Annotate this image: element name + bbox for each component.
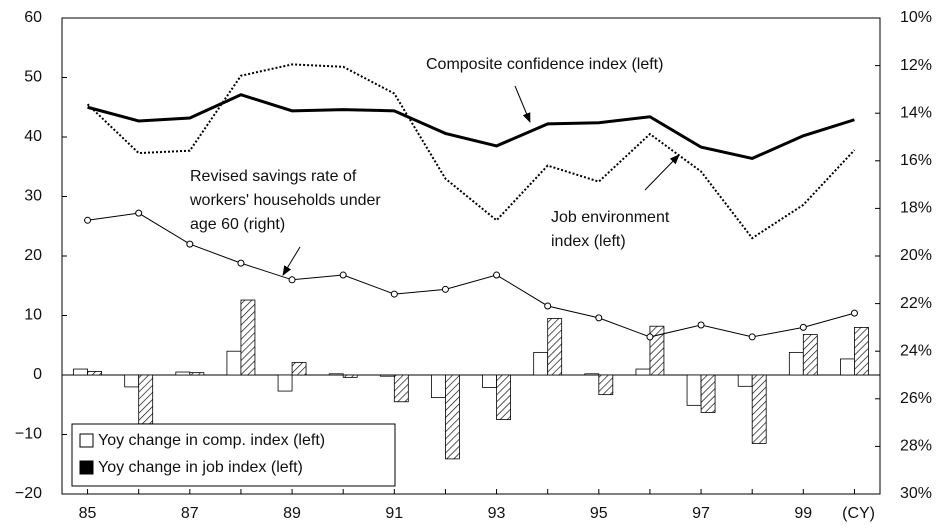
bar — [802, 334, 818, 376]
legend-label: Yoy change in comp. index (left) — [98, 432, 325, 449]
marker — [748, 333, 756, 341]
line — [86, 63, 856, 240]
bar — [175, 371, 191, 376]
bar — [649, 325, 665, 376]
x-tick-label: 89 — [283, 505, 301, 522]
annotation-arrow — [514, 85, 531, 123]
annotation-arrow — [282, 246, 301, 276]
marker — [544, 302, 552, 310]
annotation: age 60 (right) — [190, 216, 285, 233]
bar — [584, 373, 600, 376]
bar — [226, 350, 242, 376]
bar — [635, 368, 651, 376]
bar — [700, 374, 716, 413]
y2-tick-label: 10% — [900, 9, 932, 26]
bar — [854, 326, 869, 376]
y2-tick-label: 26% — [900, 390, 932, 407]
y2-tick-label: 24% — [900, 342, 932, 359]
marker — [799, 323, 807, 331]
marker — [237, 259, 245, 267]
bar — [751, 374, 767, 444]
bar — [686, 374, 702, 406]
y-tick-label: 60 — [24, 9, 42, 26]
y-tick-label: 50 — [24, 69, 42, 86]
y2-tick-label: 30% — [900, 485, 932, 502]
legend-swatch — [79, 460, 94, 475]
y-tick-label: −20 — [15, 485, 42, 502]
x-tick-label: 85 — [79, 505, 97, 522]
annotation: Revised savings rate of — [190, 168, 357, 185]
bar — [840, 358, 855, 376]
y2-tick-label: 28% — [900, 438, 932, 455]
line — [87, 93, 855, 160]
legend-label: Yoy change in job index (left) — [98, 459, 303, 476]
y-tick-label: 40 — [24, 128, 42, 145]
y2-tick-label: 12% — [900, 57, 932, 74]
x-tick-label: 95 — [590, 505, 608, 522]
marker — [135, 209, 143, 217]
bar — [291, 362, 307, 376]
marker — [84, 216, 92, 224]
marker — [288, 276, 296, 284]
bar — [379, 374, 395, 377]
annotation-arrow — [644, 154, 680, 191]
bar — [393, 374, 409, 403]
bar — [598, 374, 614, 396]
legend-box — [71, 423, 396, 487]
x-axis-label: (CY) — [842, 505, 875, 522]
x-tick-label: 93 — [488, 505, 506, 522]
bar — [124, 374, 140, 388]
bar — [547, 318, 563, 376]
bar — [431, 374, 446, 399]
bar — [342, 374, 358, 378]
y-tick-label: 0 — [33, 366, 42, 383]
bar — [328, 373, 344, 376]
annotation: Job environment — [551, 209, 670, 226]
annotation: Composite confidence index (left) — [426, 56, 663, 73]
marker — [493, 271, 501, 279]
annotation: index (left) — [551, 233, 626, 250]
bar — [189, 372, 205, 376]
marker — [186, 240, 194, 248]
annotation: workers' households under — [189, 192, 381, 209]
y-tick-label: 20 — [24, 247, 42, 264]
marker — [390, 290, 398, 298]
bar — [533, 351, 549, 376]
bar — [445, 374, 460, 460]
y2-tick-label: 14% — [900, 104, 932, 121]
y-tick-label: −10 — [15, 426, 42, 443]
x-tick-label: 87 — [181, 505, 199, 522]
bar — [87, 371, 102, 376]
line — [87, 212, 855, 338]
marker — [595, 314, 603, 322]
bar — [277, 374, 293, 392]
bar — [138, 374, 154, 425]
bar — [240, 299, 256, 376]
bar — [482, 374, 497, 388]
marker — [339, 271, 347, 279]
y2-tick-label: 22% — [900, 295, 932, 312]
y2-tick-label: 18% — [900, 200, 932, 217]
y-tick-label: 30 — [24, 188, 42, 205]
bar — [496, 374, 511, 421]
marker — [850, 309, 858, 317]
y-tick-label: 10 — [24, 307, 42, 324]
x-tick-label: 97 — [692, 505, 710, 522]
marker — [646, 333, 654, 341]
bar — [73, 368, 88, 376]
x-tick-label: 99 — [794, 505, 812, 522]
bar — [737, 374, 753, 387]
marker — [441, 285, 449, 293]
marker — [697, 321, 705, 329]
y2-tick-label: 16% — [900, 152, 932, 169]
x-tick-label: 91 — [385, 505, 403, 522]
bar — [788, 351, 804, 376]
legend-swatch — [79, 433, 94, 448]
y2-tick-label: 20% — [900, 247, 932, 264]
